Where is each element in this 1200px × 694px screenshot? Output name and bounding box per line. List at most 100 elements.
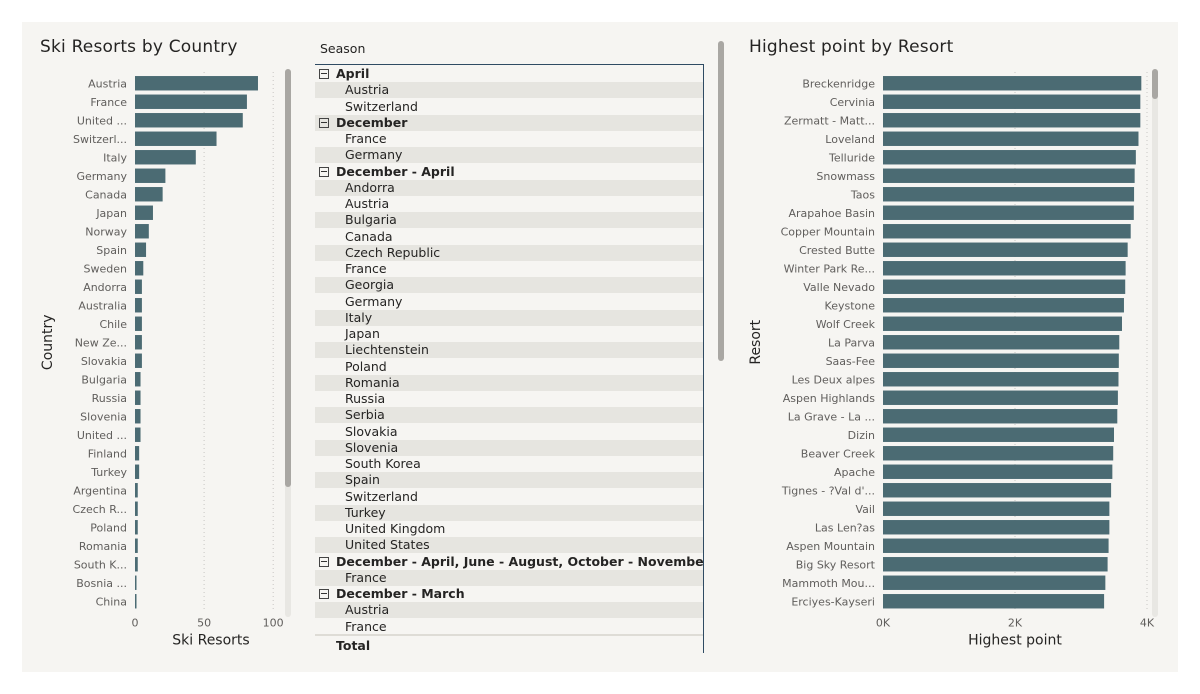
matrix-total-row: Total	[315, 634, 703, 654]
matrix-country-row: Spain	[315, 472, 703, 489]
matrix-row-label: Japan	[345, 326, 380, 341]
matrix-scrollbar[interactable]	[718, 41, 724, 361]
bar[interactable]	[135, 94, 247, 109]
bar[interactable]	[883, 575, 1106, 590]
bar[interactable]	[135, 427, 141, 442]
y-category-label: South K...	[74, 558, 127, 571]
bar[interactable]	[135, 390, 141, 405]
bar[interactable]	[135, 538, 138, 553]
bar[interactable]	[883, 594, 1105, 609]
bar[interactable]	[883, 464, 1113, 479]
matrix-season-row[interactable]: April	[315, 66, 703, 82]
matrix-season-row[interactable]: December - April	[315, 164, 703, 180]
bar[interactable]	[135, 557, 138, 572]
bar[interactable]	[135, 205, 153, 220]
matrix-season-row[interactable]: December	[315, 114, 703, 131]
bar[interactable]	[135, 501, 138, 516]
bar[interactable]	[883, 261, 1126, 276]
collapse-icon[interactable]	[319, 589, 329, 599]
y-category-label: Tignes - ?Val d'...	[781, 484, 875, 497]
bar[interactable]	[135, 242, 147, 257]
bar[interactable]	[883, 372, 1119, 387]
x-tick-label: 2K	[1008, 617, 1023, 630]
resort-bar-chart[interactable]: 0K 2K 4K Breckenridge Cervinia Zermatt - Matt…	[740, 62, 1160, 662]
bar[interactable]	[883, 150, 1136, 165]
bar[interactable]	[135, 446, 140, 461]
bar[interactable]	[883, 520, 1110, 535]
matrix-row-label: Spain	[345, 472, 380, 488]
bar[interactable]	[883, 205, 1134, 220]
bar[interactable]	[883, 279, 1126, 294]
bar[interactable]	[883, 557, 1108, 572]
matrix-season-row[interactable]: December - March	[315, 586, 703, 602]
bar[interactable]	[883, 538, 1109, 553]
y-category-label: Loveland	[825, 133, 875, 146]
y-category-label: Poland	[90, 521, 127, 534]
y-category-label: Romania	[79, 540, 127, 553]
bar[interactable]	[135, 409, 141, 424]
bar[interactable]	[135, 224, 149, 239]
matrix-country-row: Georgia	[315, 277, 703, 294]
collapse-icon[interactable]	[319, 166, 329, 177]
bar[interactable]	[883, 224, 1131, 239]
bar[interactable]	[883, 113, 1141, 128]
matrix-country-row: France	[315, 569, 703, 586]
bar[interactable]	[135, 575, 137, 590]
y-category-label: Canada	[85, 188, 127, 201]
bar[interactable]	[135, 594, 137, 609]
collapse-icon[interactable]	[319, 556, 329, 567]
bar[interactable]	[883, 353, 1119, 368]
bar[interactable]	[883, 501, 1110, 516]
bar[interactable]	[883, 427, 1114, 442]
bar[interactable]	[883, 187, 1135, 202]
y-category-label: La Parva	[828, 336, 875, 349]
bar[interactable]	[883, 168, 1135, 183]
bar[interactable]	[883, 131, 1139, 146]
matrix-row-label: Germany	[345, 293, 403, 309]
y-category-label: Keystone	[825, 299, 876, 312]
bar[interactable]	[883, 390, 1118, 405]
x-tick-label: 100	[263, 617, 284, 630]
bar[interactable]	[135, 131, 217, 146]
matrix-country-row: Japan	[315, 326, 703, 342]
bar[interactable]	[883, 76, 1142, 91]
y-category-label: United ...	[77, 114, 127, 127]
bar[interactable]	[135, 483, 138, 498]
bar[interactable]	[135, 464, 140, 479]
matrix-season-row[interactable]: December - April, June - August, October…	[315, 554, 703, 570]
collapse-icon[interactable]	[319, 117, 329, 128]
bar[interactable]	[135, 353, 142, 368]
bar[interactable]	[135, 335, 142, 350]
y-category-label: Apache	[834, 466, 875, 479]
bar[interactable]	[883, 298, 1124, 313]
bar[interactable]	[135, 187, 163, 202]
bar[interactable]	[135, 261, 144, 276]
bar[interactable]	[135, 150, 196, 165]
matrix-row-label: Romania	[345, 374, 400, 390]
bar[interactable]	[883, 316, 1122, 331]
bar[interactable]	[135, 316, 142, 331]
matrix-country-row: United States	[315, 537, 703, 554]
bar[interactable]	[135, 76, 258, 91]
collapse-icon[interactable]	[319, 69, 329, 79]
resort-chart-scrollbar[interactable]	[1152, 69, 1158, 99]
bar[interactable]	[883, 409, 1118, 424]
bar[interactable]	[135, 113, 243, 128]
bar[interactable]	[883, 335, 1120, 350]
country-chart-scrollbar[interactable]	[285, 69, 291, 487]
bar[interactable]	[883, 483, 1112, 498]
bar[interactable]	[883, 94, 1141, 109]
bar[interactable]	[883, 242, 1128, 257]
bar[interactable]	[135, 520, 138, 535]
bar[interactable]	[883, 446, 1114, 461]
bar[interactable]	[135, 372, 141, 387]
matrix-row-label: Canada	[345, 228, 393, 244]
resort-chart-scroll-track[interactable]	[1152, 69, 1158, 617]
y-category-label: Italy	[103, 151, 127, 164]
y-category-label: Czech R...	[73, 503, 127, 516]
matrix-row-label: United Kingdom	[345, 521, 446, 536]
bar[interactable]	[135, 279, 142, 294]
bar[interactable]	[135, 168, 166, 183]
country-bar-chart[interactable]: 0 50 100 Austria France United ... Switzerl...…	[30, 62, 300, 662]
bar[interactable]	[135, 298, 142, 313]
